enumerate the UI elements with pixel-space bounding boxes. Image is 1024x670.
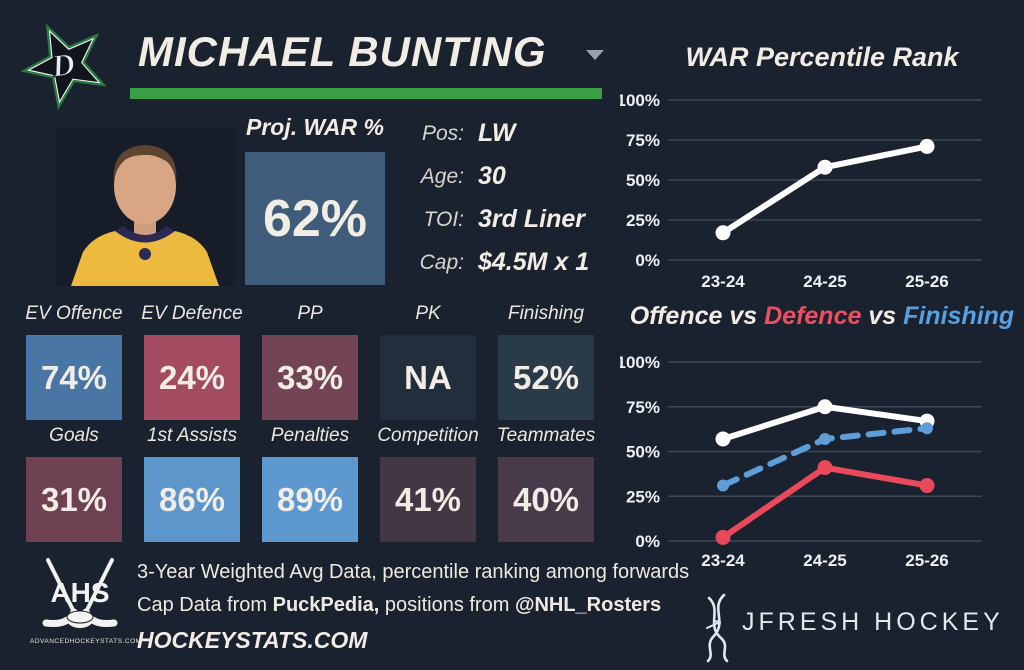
stat-label: Penalties — [270, 425, 350, 446]
stat-value-box: 41% — [380, 457, 476, 542]
stat-value-box: 31% — [26, 457, 122, 542]
text-part: vs — [722, 302, 765, 330]
accent-underline-bar — [130, 88, 602, 99]
stat-value-box: NA — [380, 335, 476, 420]
stat-value-box: 74% — [26, 335, 122, 420]
stat-value-box: 89% — [262, 457, 358, 542]
stat-label: Finishing — [507, 303, 585, 324]
proj-war-value-box: 62% — [245, 152, 385, 285]
dallas-stars-logo: D — [20, 23, 107, 111]
svg-text:25-26: 25-26 — [905, 551, 948, 570]
text-part: Offence — [629, 302, 723, 330]
footer-site-link[interactable]: HOCKEYSTATS.COM — [137, 627, 368, 653]
svg-text:23-24: 23-24 — [701, 551, 745, 570]
svg-text:25-26: 25-26 — [905, 272, 948, 291]
stat-cell: EV Offence 74% — [25, 303, 123, 420]
info-label: TOI: — [423, 207, 464, 231]
footer-note-1: 3-Year Weighted Avg Data, percentile ran… — [137, 561, 690, 583]
player-info-row: Cap: $4.5M x 1 — [398, 241, 590, 284]
stat-row-1: EV Offence 74% EV Defence 24% PP 33% PK … — [25, 303, 594, 420]
stat-cell: PP 33% — [262, 303, 358, 420]
svg-text:50%: 50% — [626, 171, 660, 190]
info-label: Age: — [420, 164, 464, 188]
svg-text:75%: 75% — [626, 398, 660, 417]
svg-text:100%: 100% — [620, 91, 660, 110]
text-part: positions from — [379, 594, 515, 616]
proj-war-value: 62% — [262, 189, 368, 248]
stat-cell: Finishing 52% — [498, 303, 594, 420]
stat-label: PP — [297, 303, 323, 324]
stat-value-box: 33% — [262, 335, 358, 420]
comparison-chart-title: Offence vs Defence vs Finishing — [620, 302, 1024, 331]
text-part: vs — [861, 302, 904, 330]
text-part: @NHL_Rosters — [514, 594, 662, 616]
player-info-row: Pos: LW — [398, 112, 589, 155]
svg-text:AHS: AHS — [50, 577, 109, 608]
player-name-title[interactable]: MICHAEL BUNTING — [138, 28, 547, 75]
stat-label: EV Offence — [25, 303, 123, 324]
player-select-caret-icon[interactable] — [586, 50, 604, 60]
svg-text:100%: 100% — [620, 353, 660, 372]
stat-label: Goals — [49, 425, 99, 446]
jfresh-logo-icon — [706, 593, 729, 663]
stat-cell: Competition 41% — [377, 425, 479, 542]
stat-label: PK — [415, 303, 441, 324]
ahs-sticks-icon: AHS — [42, 558, 118, 628]
svg-text:D: D — [49, 46, 77, 84]
svg-text:25%: 25% — [626, 487, 660, 506]
stat-value-box: 52% — [498, 335, 594, 420]
info-value: 30 — [478, 162, 506, 190]
text-part: Cap Data from — [137, 594, 273, 616]
svg-text:0%: 0% — [635, 251, 660, 270]
stat-label: Teammates — [496, 425, 596, 446]
stat-label: Competition — [377, 425, 479, 446]
svg-text:24-25: 24-25 — [803, 272, 846, 291]
proj-war-label: Proj. WAR % — [245, 114, 384, 140]
footer-note-2: Cap Data from PuckPedia, positions from … — [137, 594, 661, 617]
text-part: Defence — [764, 302, 862, 330]
text-part: PuckPedia, — [272, 594, 380, 616]
svg-text:75%: 75% — [626, 131, 660, 150]
stat-label: EV Defence — [141, 303, 243, 324]
info-value: LW — [478, 119, 516, 147]
jfresh-wordmark: JFRESH HOCKEY — [742, 608, 1004, 636]
stat-value-box: 24% — [144, 335, 240, 420]
info-label: Cap: — [419, 250, 464, 274]
stat-cell: Goals 31% — [26, 425, 122, 542]
stat-cell: EV Defence 24% — [141, 303, 243, 420]
war-percentile-chart: 0% 25% 50% 75% 100% 23-24 24-25 25-26 — [620, 91, 982, 291]
stat-cell: Teammates 40% — [496, 425, 596, 542]
player-headshot — [55, 128, 235, 286]
svg-text:0%: 0% — [635, 532, 660, 551]
svg-text:24-25: 24-25 — [803, 551, 846, 570]
ahs-site-caption: ADVANCEDHOCKEYSTATS.COM — [30, 638, 142, 645]
player-info-row: Age: 30 — [398, 155, 589, 198]
stat-label: 1st Assists — [146, 425, 238, 446]
stat-cell: Penalties 89% — [262, 425, 358, 542]
stat-cell: PK NA — [380, 303, 476, 420]
stat-value-box: 86% — [144, 457, 240, 542]
offence-defence-finishing-chart: 0% 25% 50% 75% 100% 23-24 24-25 25-26 — [620, 353, 982, 570]
svg-text:23-24: 23-24 — [701, 272, 745, 291]
war-chart-title: WAR Percentile Rank — [685, 42, 959, 72]
info-label: Pos: — [421, 121, 464, 145]
stat-cell: 1st Assists 86% — [144, 425, 240, 542]
stat-value-box: 40% — [498, 457, 594, 542]
info-value: 3rd Liner — [478, 205, 585, 233]
ahs-logo: AHS ADVANCEDHOCKEYSTATS.COM — [30, 556, 142, 645]
info-value: $4.5M x 1 — [478, 248, 590, 276]
text-part: Finishing — [903, 302, 1015, 330]
player-info-list: Pos: LW Age: 30 TOI: 3rd Liner Cap: $4.5… — [398, 112, 590, 284]
svg-text:25%: 25% — [626, 211, 660, 230]
player-info-row: TOI: 3rd Liner — [398, 198, 589, 241]
svg-text:50%: 50% — [626, 443, 660, 462]
stat-row-2: Goals 31% 1st Assists 86% Penalties 89% … — [26, 425, 596, 542]
